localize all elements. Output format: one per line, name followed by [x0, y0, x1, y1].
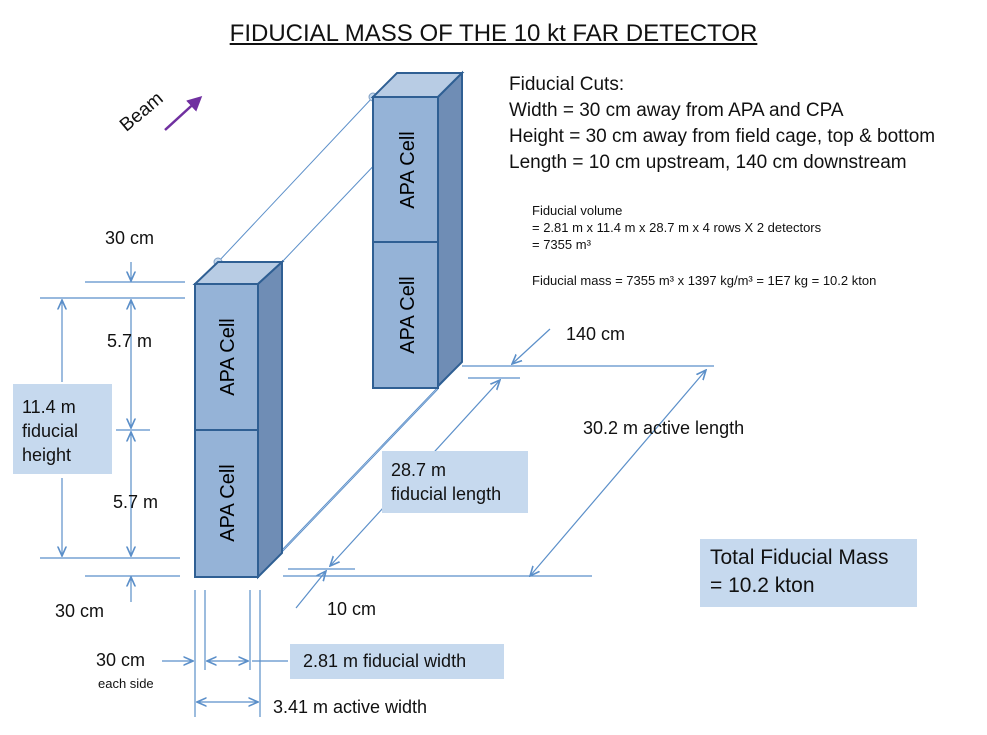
- lower-half-label: 5.7 m: [113, 492, 159, 512]
- fiducial-cuts: Fiducial Cuts: Width = 30 cm away from A…: [509, 72, 935, 176]
- fiducial-length-box: 28.7 m fiducial length: [382, 451, 528, 513]
- front-cell-stack: [192, 259, 285, 580]
- length-box-line-1: 28.7 m: [391, 460, 447, 480]
- length-box-line-2: fiducial length: [391, 484, 502, 504]
- volume-line-2: = 2.81 m x 11.4 m x 28.7 m x 4 rows X 2 …: [532, 220, 822, 235]
- fiducial-mass-note: Fiducial mass = 7355 m³ x 1397 kg/m³ = 1…: [532, 273, 877, 288]
- height-dimensions: [40, 262, 185, 602]
- side-gap-note: each side: [98, 676, 154, 691]
- fiducial-height-box: 11.4 m fiducial height: [13, 384, 112, 474]
- upper-half-label: 5.7 m: [107, 331, 153, 351]
- width-dimensions: [162, 590, 288, 717]
- top-gap-label: 30 cm: [105, 228, 155, 248]
- diagram-title: FIDUCIAL MASS OF THE 10 kt FAR DETECTOR: [229, 20, 758, 47]
- fiducial-volume-note: Fiducial volume = 2.81 m x 11.4 m x 28.7…: [532, 202, 821, 253]
- apa-cell-label-front-bottom: APA Cell: [217, 464, 239, 541]
- total-line-1: Total Fiducial Mass: [710, 546, 889, 569]
- apa-cell-label-back-bottom: APA Cell: [397, 276, 419, 353]
- back-cell-stack: [370, 70, 465, 389]
- active-width-label: 3.41 m active width: [273, 697, 428, 717]
- fiducial-width-box: 2.81 m fiducial width: [290, 644, 504, 679]
- downstream-label: 140 cm: [566, 324, 626, 344]
- cuts-heading: Fiducial Cuts:: [509, 74, 625, 95]
- upstream-label: 10 cm: [327, 599, 377, 619]
- total-fiducial-mass-box: Total Fiducial Mass = 10.2 kton: [700, 539, 917, 607]
- height-box-line-2: fiducial: [22, 421, 79, 441]
- volume-line-3: = 7355 m³: [532, 237, 591, 252]
- height-box-line-3: height: [22, 445, 72, 465]
- height-box-line-1: 11.4 m: [22, 397, 76, 417]
- volume-line-1: Fiducial volume: [532, 203, 623, 218]
- cuts-height: Height = 30 cm away from field cage, top…: [509, 126, 936, 147]
- apa-cell-label-back-top: APA Cell: [397, 131, 419, 208]
- active-length-label: 30.2 m active length: [583, 418, 745, 438]
- cuts-width: Width = 30 cm away from APA and CPA: [509, 100, 844, 121]
- bottom-gap-label: 30 cm: [55, 601, 105, 621]
- side-gap-label: 30 cm: [96, 650, 146, 670]
- cuts-length: Length = 10 cm upstream, 140 cm downstre…: [509, 152, 907, 173]
- total-line-2: = 10.2 kton: [710, 574, 815, 597]
- beam-arrow: [164, 95, 203, 131]
- apa-cell-label-front-top: APA Cell: [217, 318, 239, 395]
